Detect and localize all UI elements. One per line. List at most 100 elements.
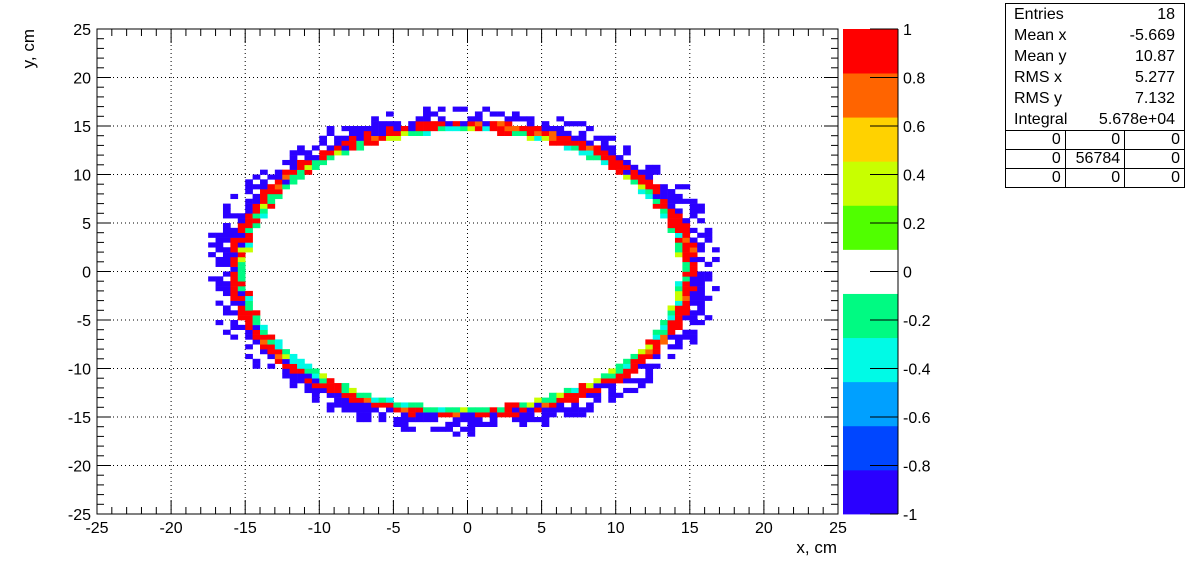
ring-cell [304, 378, 313, 384]
ring-cell [667, 310, 676, 316]
ring-cell [326, 378, 335, 384]
ring-cell [356, 392, 365, 398]
ring-cell [593, 378, 602, 384]
ring-cell [237, 276, 246, 282]
ring-cell [385, 126, 394, 132]
ring-cell [645, 193, 654, 200]
ring-cell [682, 198, 691, 204]
ring-cell [674, 281, 683, 287]
ring-cell [615, 378, 624, 384]
ring-cell [526, 126, 535, 132]
ring-cell [511, 130, 520, 136]
ring-cell [497, 121, 505, 127]
ring-cell [526, 116, 535, 122]
ring-cell [363, 412, 372, 418]
ring-cell [304, 159, 313, 166]
x-tick-label: -5 [386, 520, 400, 537]
stats-label: RMS x [1014, 69, 1062, 86]
ring-cell [660, 329, 668, 335]
ring-cell [215, 300, 224, 306]
ring-cell [452, 417, 461, 423]
ring-cell [282, 174, 290, 180]
ring-cell [630, 358, 639, 364]
x-tick-label: -20 [160, 520, 183, 537]
ring-cell [623, 169, 631, 175]
ring-cell [297, 373, 305, 379]
ring-cell [452, 126, 461, 132]
ring-cell [267, 334, 276, 340]
ring-cell [415, 121, 424, 127]
ring-cell [667, 198, 676, 204]
ring-cell [319, 155, 328, 161]
ring-cell [245, 329, 253, 335]
ring-cell [689, 329, 698, 335]
ring-cell [222, 232, 231, 238]
ring-cell [237, 310, 246, 316]
ring-cell [230, 334, 239, 340]
ring-cell [252, 213, 261, 219]
ring-cell [378, 397, 387, 403]
ring-cell [222, 281, 231, 287]
stats-row-rms-y: RMS y 7.132 [1006, 88, 1184, 109]
ring-cell [430, 121, 439, 127]
ring-cell [334, 140, 342, 146]
ring-cell [586, 140, 594, 146]
ring-cell [408, 407, 416, 413]
stats-value: -5.669 [1129, 27, 1175, 44]
ring-cell [423, 407, 431, 413]
ring-cell [541, 417, 550, 423]
ring-cell [578, 387, 587, 394]
ring-cell [274, 349, 283, 355]
ring-cell [652, 169, 661, 175]
ring-cell [689, 310, 698, 316]
ring-cell [541, 421, 550, 427]
ring-cell [237, 315, 246, 321]
ring-cell [341, 126, 350, 132]
ring-cell [289, 363, 298, 369]
stats-box: Entries 18 Mean x -5.669 Mean y 10.87 RMS x… [1005, 3, 1185, 188]
ring-cell [593, 387, 602, 394]
palette-tick-label: 0.8 [903, 71, 925, 88]
ring-cell [215, 320, 224, 326]
ring-cell [400, 417, 409, 423]
ring-cell [704, 227, 713, 233]
ring-cell [371, 116, 379, 122]
ring-cell [600, 159, 609, 166]
ring-cell [660, 339, 668, 345]
ring-cell [645, 363, 654, 369]
ring-cell [304, 155, 313, 161]
ring-cell [326, 126, 335, 132]
ring-cell [689, 320, 698, 326]
ring-cell [467, 126, 476, 132]
ring-cell [252, 198, 261, 204]
ring-cell [274, 353, 283, 360]
ring-cell [289, 368, 298, 374]
ring-cell [697, 300, 705, 306]
ring-cell [645, 184, 654, 190]
grid-lines [97, 29, 838, 514]
ring-cell [445, 426, 453, 432]
ring-cell [237, 271, 246, 277]
ring-cell [549, 407, 557, 413]
ring-cell [289, 373, 298, 379]
ring-cell [423, 412, 431, 418]
ring-cell [430, 412, 439, 418]
ring-cell [482, 126, 491, 132]
ring-cell [682, 334, 691, 340]
x-axis-label: x, cm [796, 538, 837, 557]
ring-cell [467, 121, 476, 127]
ring-cell [215, 256, 224, 263]
palette-segment [843, 29, 898, 74]
ring-cell [400, 402, 409, 408]
ring-cell [571, 145, 579, 151]
ring-cell [578, 130, 587, 136]
ring-cell [541, 397, 550, 403]
ring-cell [534, 135, 542, 141]
ring-cell [497, 111, 505, 117]
ring-cell [297, 368, 305, 374]
ring-cell [267, 193, 276, 200]
ring-cell [423, 106, 431, 112]
ring-cell [526, 130, 535, 136]
palette-segment [843, 337, 898, 383]
y-tick-label: -15 [68, 410, 91, 427]
